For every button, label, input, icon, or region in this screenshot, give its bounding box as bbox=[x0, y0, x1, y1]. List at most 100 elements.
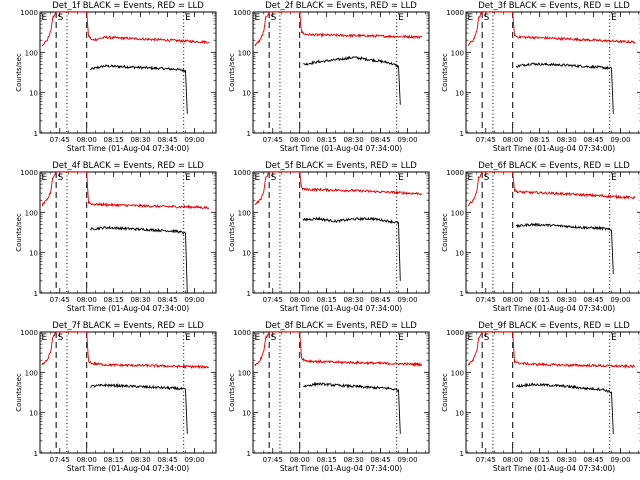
y-tick-label: 100 bbox=[238, 369, 251, 377]
chart-panel: Det_9f BLACK = Events, RED = LLD 1 10 100 10… bbox=[441, 321, 640, 473]
x-tick-label: 09:00 bbox=[610, 296, 630, 304]
y-tick-label: 1 bbox=[460, 290, 464, 298]
x-axis-label: Start Time (01-Aug-04 07:34:00) bbox=[493, 304, 615, 313]
event-marker-label: E bbox=[398, 13, 404, 23]
y-tick-label: 100 bbox=[238, 209, 251, 217]
y-axis-label: Counts/sec bbox=[15, 373, 23, 412]
x-tick-label: 07:45 bbox=[476, 296, 496, 304]
event-marker-label: E bbox=[611, 333, 617, 343]
x-tick-label: 08:15 bbox=[104, 136, 124, 144]
y-tick-label: 100 bbox=[25, 49, 38, 57]
y-tick-label: 1 bbox=[247, 130, 251, 138]
y-tick-label: 10 bbox=[29, 410, 38, 418]
x-axis-label: Start Time (01-Aug-04 07:34:00) bbox=[493, 144, 615, 153]
y-tick-label: 100 bbox=[25, 369, 38, 377]
x-tick-label: 08:45 bbox=[157, 296, 177, 304]
lld-series-line bbox=[467, 172, 636, 207]
x-tick-label: 08:15 bbox=[104, 456, 124, 464]
x-tick-label: 08:15 bbox=[104, 296, 124, 304]
chart-panel: Det_8f BLACK = Events, RED = LLD 1 10 100 10… bbox=[228, 321, 430, 473]
x-tick-label: 07:45 bbox=[263, 136, 283, 144]
event-marker-label: S bbox=[271, 173, 277, 183]
plot-frame bbox=[465, 171, 640, 294]
event-marker-label: E bbox=[398, 333, 404, 343]
chart-title: Det_8f BLACK = Events, RED = LLD bbox=[265, 321, 417, 331]
chart-panel: Det_4f BLACK = Events, RED = LLD 1 10 100 10… bbox=[15, 161, 217, 313]
y-tick-label: 1000 bbox=[20, 169, 38, 177]
x-tick-label: 08:45 bbox=[157, 456, 177, 464]
y-axis-label: Counts/sec bbox=[441, 373, 449, 412]
chart-panel: Det_5f BLACK = Events, RED = LLD 1 10 100 10… bbox=[228, 161, 430, 313]
x-tick-label: 09:00 bbox=[184, 296, 204, 304]
x-axis-label: Start Time (01-Aug-04 07:34:00) bbox=[280, 304, 402, 313]
event-marker-label: E bbox=[185, 13, 191, 23]
y-tick-label: 100 bbox=[451, 209, 464, 217]
y-tick-label: 1000 bbox=[446, 329, 464, 337]
y-axis-label: Counts/sec bbox=[15, 213, 23, 252]
x-tick-label: 08:30 bbox=[556, 456, 576, 464]
chart-panel: Det_3f BLACK = Events, RED = LLD 1 10 100 10… bbox=[441, 1, 640, 153]
chart-title: Det_6f BLACK = Events, RED = LLD bbox=[478, 161, 630, 171]
y-tick-label: 1 bbox=[34, 130, 38, 138]
x-tick-label: 08:30 bbox=[130, 456, 150, 464]
y-tick-label: 1000 bbox=[20, 9, 38, 17]
events-series-line bbox=[89, 225, 188, 293]
event-marker-label: S bbox=[484, 13, 490, 23]
y-tick-label: 10 bbox=[455, 250, 464, 258]
x-tick-label: 08:15 bbox=[530, 296, 550, 304]
plot-frame bbox=[465, 331, 640, 454]
event-marker-label: E bbox=[398, 173, 404, 183]
x-tick-label: 08:30 bbox=[343, 296, 363, 304]
x-tick-label: 07:45 bbox=[50, 456, 70, 464]
y-tick-label: 100 bbox=[451, 49, 464, 57]
x-tick-label: 08:45 bbox=[370, 136, 390, 144]
chart-title: Det_3f BLACK = Events, RED = LLD bbox=[478, 1, 630, 11]
y-tick-label: 1000 bbox=[233, 329, 251, 337]
events-series-line bbox=[516, 382, 614, 434]
event-marker-label: E bbox=[468, 173, 474, 183]
plot-frame bbox=[39, 171, 217, 294]
y-tick-label: 1 bbox=[34, 290, 38, 298]
x-axis-label: Start Time (01-Aug-04 07:34:00) bbox=[493, 464, 615, 473]
x-tick-label: 08:15 bbox=[317, 456, 337, 464]
x-tick-label: 08:00 bbox=[77, 136, 97, 144]
x-tick-label: 08:30 bbox=[343, 136, 363, 144]
plot-frame bbox=[252, 331, 430, 454]
lld-series-line bbox=[254, 172, 423, 206]
x-tick-label: 07:45 bbox=[263, 456, 283, 464]
chart-title: Det_2f BLACK = Events, RED = LLD bbox=[265, 1, 417, 11]
y-tick-label: 100 bbox=[25, 209, 38, 217]
x-axis-label: Start Time (01-Aug-04 07:34:00) bbox=[67, 464, 189, 473]
x-tick-label: 08:00 bbox=[290, 136, 310, 144]
chart-title: Det_5f BLACK = Events, RED = LLD bbox=[265, 161, 417, 171]
events-series-line bbox=[89, 64, 188, 114]
x-tick-label: 08:45 bbox=[370, 296, 390, 304]
x-tick-label: 09:00 bbox=[610, 456, 630, 464]
events-series-line bbox=[515, 62, 614, 114]
x-tick-label: 08:15 bbox=[530, 136, 550, 144]
y-tick-label: 100 bbox=[451, 369, 464, 377]
plot-frame bbox=[39, 11, 217, 134]
y-axis-label: Counts/sec bbox=[441, 213, 449, 252]
plot-frame bbox=[252, 171, 430, 294]
y-tick-label: 10 bbox=[455, 90, 464, 98]
x-axis-label: Start Time (01-Aug-04 07:34:00) bbox=[67, 304, 189, 313]
x-tick-label: 08:30 bbox=[556, 136, 576, 144]
y-tick-label: 1 bbox=[247, 290, 251, 298]
event-marker-label: S bbox=[271, 13, 277, 23]
plot-frame bbox=[39, 331, 217, 454]
x-tick-label: 08:00 bbox=[503, 456, 523, 464]
x-tick-label: 08:00 bbox=[77, 296, 97, 304]
y-tick-label: 10 bbox=[29, 90, 38, 98]
y-tick-label: 1000 bbox=[20, 329, 38, 337]
chart-title: Det_4f BLACK = Events, RED = LLD bbox=[52, 161, 204, 171]
event-marker-label: E bbox=[255, 333, 261, 343]
events-series-line bbox=[90, 382, 188, 434]
lld-series-line bbox=[467, 332, 635, 370]
lld-series-line bbox=[467, 12, 636, 46]
lld-series-line bbox=[254, 12, 423, 47]
x-tick-label: 09:00 bbox=[184, 456, 204, 464]
event-marker-label: E bbox=[468, 13, 474, 23]
chart-panel: Det_7f BLACK = Events, RED = LLD 1 10 100 10… bbox=[15, 321, 217, 473]
